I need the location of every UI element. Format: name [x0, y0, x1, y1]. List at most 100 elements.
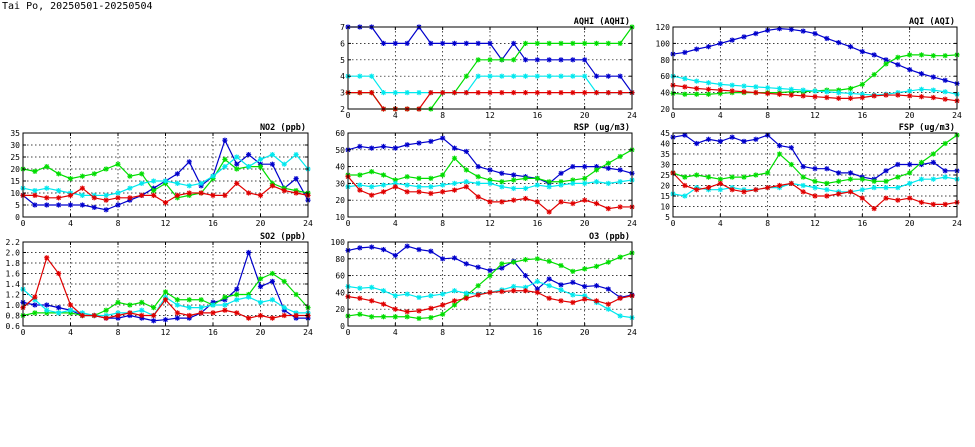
data-point — [186, 159, 192, 165]
y-tick-label: 35 — [660, 150, 670, 159]
data-point — [32, 192, 38, 198]
data-point — [570, 164, 576, 170]
data-point — [534, 199, 540, 205]
series-red — [670, 82, 960, 104]
data-point — [776, 85, 783, 92]
data-point — [380, 90, 387, 96]
data-point — [593, 167, 600, 173]
data-point — [56, 305, 62, 311]
data-point — [788, 86, 794, 92]
data-point — [269, 297, 275, 303]
data-point — [534, 256, 540, 262]
data-point — [186, 190, 192, 196]
data-point — [475, 57, 481, 63]
data-point — [222, 307, 228, 313]
data-point — [369, 284, 375, 290]
data-point — [428, 248, 434, 254]
y-tick-label: 60 — [335, 272, 345, 281]
data-point — [717, 81, 723, 87]
data-point — [380, 301, 387, 307]
data-point — [246, 164, 252, 170]
data-point — [416, 246, 422, 253]
data-point — [546, 57, 552, 63]
data-point — [115, 161, 121, 167]
data-point — [859, 176, 865, 182]
data-point — [44, 185, 50, 191]
data-point — [174, 192, 180, 198]
y-tick-label: 100 — [331, 238, 346, 247]
y-tick-label: 0.8 — [6, 312, 21, 321]
data-point — [293, 312, 299, 319]
data-point — [127, 195, 133, 201]
y-tick-label: 1.2 — [6, 291, 21, 300]
data-point — [281, 278, 287, 284]
x-tick-label: 20 — [905, 111, 915, 120]
data-point — [717, 40, 723, 46]
y-tick-label: 20 — [335, 196, 345, 205]
data-point — [234, 154, 240, 160]
data-point — [788, 145, 794, 151]
data-point — [475, 264, 481, 270]
y-tick-label: 10 — [660, 203, 670, 212]
data-point — [210, 302, 216, 308]
y-tick-label: 20 — [660, 105, 670, 114]
data-point — [186, 305, 192, 311]
data-point — [451, 298, 458, 304]
data-point — [812, 30, 818, 37]
data-point — [210, 173, 216, 179]
chart-title: O3 (ppb) — [589, 232, 630, 242]
data-point — [847, 176, 854, 182]
data-point — [741, 138, 747, 144]
data-point — [836, 95, 842, 101]
data-point — [380, 246, 387, 253]
data-point — [717, 180, 723, 186]
series-blue — [345, 135, 635, 186]
data-point — [269, 278, 275, 284]
data-point — [824, 94, 830, 101]
y-tick-label: 20 — [10, 165, 20, 174]
data-point — [380, 314, 387, 320]
y-tick-label: 10 — [10, 189, 20, 198]
data-point — [907, 161, 913, 168]
chart-title: RSP (ug/m3) — [574, 123, 630, 133]
data-point — [222, 192, 228, 198]
data-point — [139, 299, 145, 305]
data-point — [210, 192, 216, 198]
data-point — [729, 88, 735, 94]
data-point — [930, 176, 936, 182]
data-point — [487, 73, 493, 79]
data-point — [269, 161, 275, 167]
data-point — [404, 90, 410, 96]
data-point — [115, 312, 121, 319]
data-point — [883, 178, 889, 184]
y-tick-label: 1.8 — [6, 259, 21, 268]
series-blue — [670, 132, 960, 182]
y-tick-label: 30 — [10, 141, 20, 150]
data-point — [186, 297, 192, 303]
x-tick-label: 8 — [440, 111, 445, 120]
data-point — [765, 185, 771, 191]
data-point — [753, 84, 759, 90]
data-point — [428, 293, 434, 299]
data-point — [103, 197, 109, 203]
data-point — [930, 53, 936, 59]
series-cyan — [345, 177, 635, 192]
data-point — [570, 73, 576, 79]
data-point — [729, 187, 735, 193]
data-point — [451, 180, 458, 186]
data-point — [522, 57, 529, 63]
chart-aqhi: 0 4 8 12 16 20 24 2 3 4 5 6 7 AQHI (AQHI) — [340, 17, 637, 120]
data-point — [617, 254, 623, 260]
y-tick-label: 10 — [335, 213, 345, 222]
data-point — [593, 73, 600, 79]
data-point — [895, 54, 901, 60]
data-point — [451, 187, 458, 193]
data-point — [582, 296, 588, 302]
data-point — [895, 174, 901, 180]
data-point — [139, 307, 145, 313]
data-point — [357, 311, 363, 317]
data-point — [776, 151, 783, 157]
data-point — [522, 273, 529, 279]
